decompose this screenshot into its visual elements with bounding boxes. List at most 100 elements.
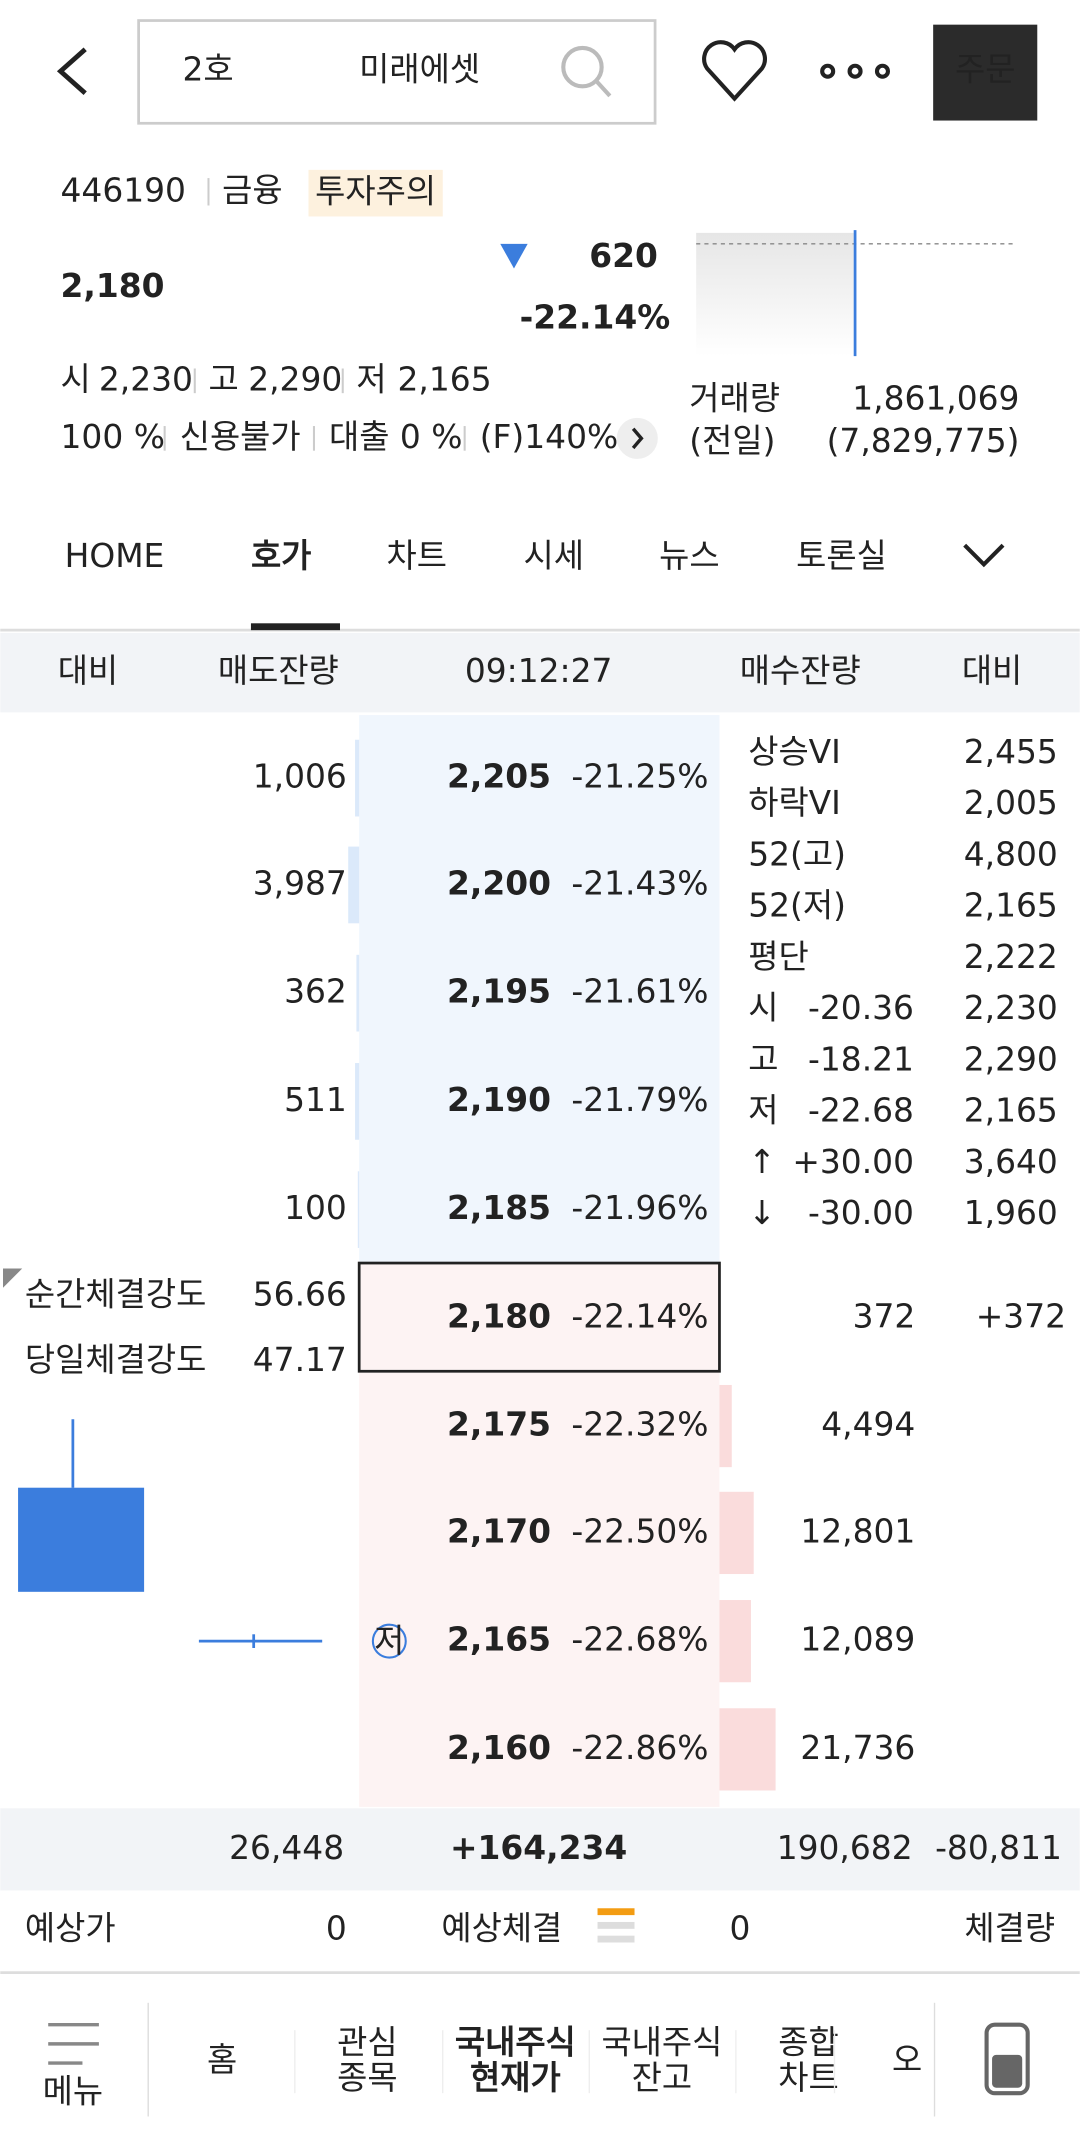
nav-item[interactable]: 국내주식: [601, 2022, 722, 2061]
bid-price[interactable]: 2,175: [447, 1405, 551, 1444]
total-bid: 190,682: [777, 1828, 913, 1867]
tab[interactable]: 호가: [251, 536, 311, 575]
current-price: 2,180: [61, 266, 165, 305]
side-label: 저: [748, 1091, 778, 1130]
stock-info: 대출 0 %: [329, 417, 462, 456]
ask-change-pct: -21.43%: [571, 863, 708, 902]
current-row-quantity: 372: [853, 1296, 916, 1335]
stock-sector: 금융: [222, 170, 282, 209]
ask-volume-bar: [355, 1063, 360, 1140]
ask-change-pct: -21.25%: [571, 757, 708, 796]
bid-area: [359, 1371, 720, 1807]
ohl-value: 2,230: [99, 359, 193, 398]
nav-item[interactable]: 차트: [778, 2058, 838, 2097]
side-change: -22.68: [808, 1091, 914, 1130]
bid-price[interactable]: 2,160: [447, 1728, 551, 1767]
side-value: 2,165: [964, 886, 1058, 925]
tab[interactable]: 토론실: [796, 536, 887, 575]
warning-badge: [308, 169, 443, 217]
search-text: 미래에셋: [359, 50, 480, 89]
side-label: 상승VI: [748, 732, 841, 771]
order-button-label[interactable]: 주문: [955, 50, 1015, 89]
nav-item[interactable]: 관심: [337, 2022, 397, 2061]
ask-price[interactable]: 2,190: [447, 1080, 551, 1119]
tab[interactable]: 뉴스: [659, 536, 719, 575]
candle-body: [18, 1487, 145, 1592]
ask-volume-bar: [348, 846, 360, 924]
bid-price[interactable]: 2,170: [447, 1511, 551, 1550]
side-label: 52(저): [748, 886, 846, 925]
back-button[interactable]: [56, 47, 87, 95]
side-change: -30.00: [808, 1193, 914, 1232]
strength-value: 47.17: [253, 1340, 347, 1379]
nav-item[interactable]: 현재가: [470, 2058, 561, 2097]
orderbook-header: 대비: [962, 651, 1022, 690]
nav-item[interactable]: 메뉴: [43, 2072, 103, 2111]
nav-item[interactable]: 종목: [337, 2058, 397, 2097]
more-info-icon: [631, 427, 644, 450]
expected-icon: [597, 1908, 635, 1916]
search-box[interactable]: [137, 19, 657, 125]
ask-change-pct: -21.79%: [571, 1080, 708, 1119]
low-marker: [371, 1623, 407, 1659]
side-label: 52(고): [748, 834, 846, 873]
current-price-row: [357, 1261, 721, 1373]
search-icon: [561, 45, 604, 89]
favorite-button[interactable]: [702, 40, 767, 102]
nav-item[interactable]: 종합: [778, 2022, 838, 2061]
orderbook-header: 매도잔량: [218, 651, 339, 690]
ohl-label: 시: [61, 359, 91, 398]
more-button[interactable]: [820, 63, 891, 79]
bid-quantity: 12,801: [800, 1511, 915, 1550]
expected-icon: [597, 1935, 635, 1943]
nav-item[interactable]: 국내주식: [455, 2022, 576, 2061]
tabs-expand[interactable]: [963, 543, 1005, 568]
ask-price[interactable]: 2,195: [447, 972, 551, 1011]
tab[interactable]: HOME: [65, 536, 165, 575]
totals-bg: [0, 1808, 1080, 1891]
bid-quantity: 12,089: [800, 1620, 915, 1659]
expected-label: 예상가: [25, 1909, 116, 1948]
app-switch-button[interactable]: [984, 2022, 1030, 2096]
search-icon: [594, 79, 612, 98]
ask-price[interactable]: 2,185: [447, 1188, 551, 1227]
current-row-price[interactable]: 2,180: [447, 1296, 551, 1335]
down-arrow: [500, 243, 528, 269]
mini-chart: [696, 232, 854, 357]
side-value: 1,960: [964, 1193, 1058, 1232]
bid-volume-bar: [719, 1600, 751, 1683]
prev-volume: (7,829,775): [827, 421, 1020, 460]
nav-item[interactable]: 오: [892, 2040, 922, 2079]
bid-quantity: 21,736: [800, 1728, 915, 1767]
orderbook-header-bg: [0, 632, 1080, 713]
strength-label: 당일체결강도: [25, 1340, 206, 1379]
tab[interactable]: 시세: [524, 536, 584, 575]
ohl-label: 저: [356, 359, 386, 398]
nav-item[interactable]: 홈: [207, 2040, 237, 2079]
more-info-button[interactable]: [616, 417, 658, 459]
ask-price[interactable]: 2,200: [447, 863, 551, 902]
total-bid-diff: -80,811: [935, 1828, 1062, 1867]
stock-info: (F)140%: [480, 417, 618, 456]
ask-quantity: 100: [284, 1188, 347, 1227]
ohl-label: 고: [208, 359, 238, 398]
bid-quantity: 4,494: [821, 1405, 915, 1444]
bid-volume-bar: [719, 1708, 776, 1791]
order-button[interactable]: [933, 24, 1038, 121]
nav-item[interactable]: 잔고: [632, 2058, 692, 2097]
ask-price[interactable]: 2,205: [447, 757, 551, 796]
expected-label: 예상체결: [441, 1909, 562, 1948]
stock-info: 신용불가: [180, 417, 301, 456]
side-label: ↑: [748, 1142, 776, 1181]
ask-quantity: 3,987: [253, 863, 347, 902]
side-value: 4,800: [964, 834, 1058, 873]
tab[interactable]: 차트: [387, 536, 447, 575]
menu-icon[interactable]: [48, 2022, 99, 2065]
orderbook-header: 매수잔량: [740, 651, 861, 690]
side-value: 2,455: [964, 732, 1058, 771]
strength-value: 56.66: [253, 1274, 347, 1313]
total-ask: 26,448: [229, 1828, 344, 1867]
bid-price[interactable]: 2,165: [447, 1620, 551, 1659]
